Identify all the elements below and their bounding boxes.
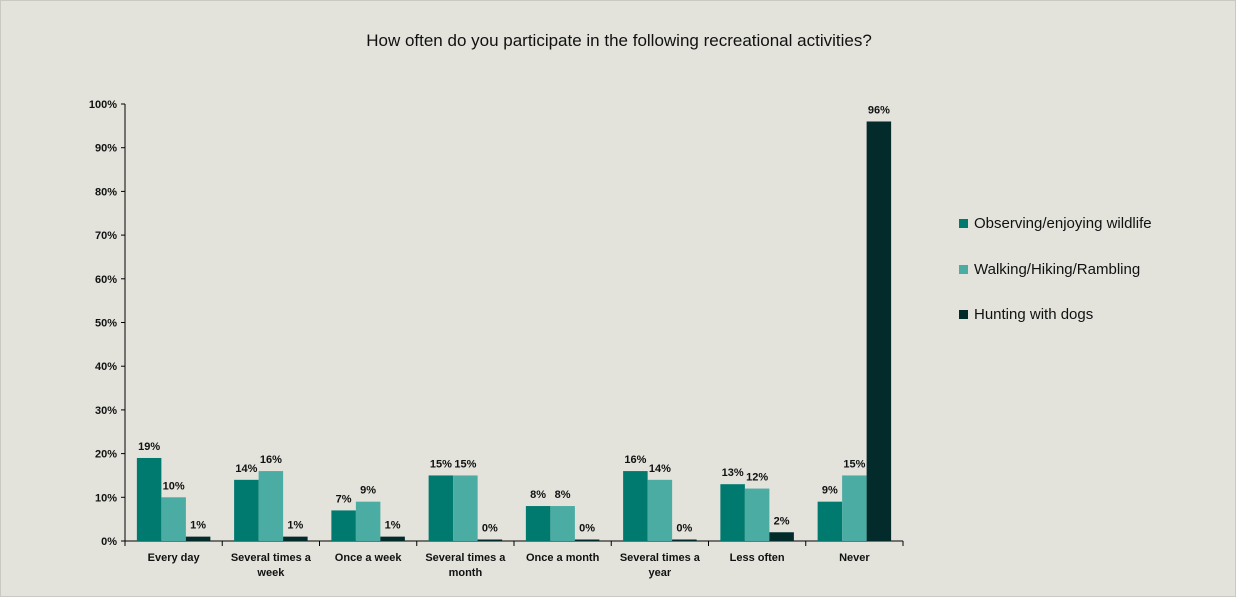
legend-item-walking: Walking/Hiking/Rambling: [959, 247, 1152, 293]
x-tick-label: Once a week: [335, 552, 403, 564]
bar: [647, 479, 673, 541]
data-label: 7%: [336, 493, 352, 505]
bar: [428, 475, 454, 541]
x-tick-label: Several times a year: [620, 552, 701, 579]
y-tick-label: 10%: [95, 492, 117, 504]
x-tick-label: Several times a month: [425, 552, 506, 579]
bar: [331, 510, 356, 541]
data-label: 16%: [624, 454, 646, 466]
bar: [477, 539, 503, 541]
data-label: 13%: [722, 467, 744, 479]
bar: [258, 471, 284, 541]
legend-label-wildlife: Observing/enjoying wildlife: [974, 215, 1152, 233]
legend-label-hunting: Hunting with dogs: [974, 306, 1094, 324]
bar: [550, 506, 575, 541]
y-tick-label: 30%: [95, 405, 117, 417]
data-label: 0%: [482, 523, 498, 535]
data-label: 10%: [163, 480, 185, 492]
data-label: 8%: [530, 489, 546, 501]
y-tick-label: 70%: [95, 230, 117, 242]
data-label: 0%: [676, 523, 692, 535]
data-label: 16%: [260, 454, 282, 466]
data-label: 96%: [868, 104, 890, 116]
data-label: 14%: [649, 463, 671, 475]
bar: [161, 497, 186, 541]
bar: [623, 471, 648, 541]
legend-swatch-hunting: [959, 310, 968, 320]
chart-legend: Observing/enjoying wildlife Walking/Hiki…: [959, 201, 1152, 338]
y-tick-label: 40%: [95, 361, 117, 373]
data-label: 19%: [138, 441, 160, 453]
x-tick-label: Several times a week: [231, 552, 312, 579]
y-tick-label: 90%: [95, 143, 117, 155]
bar: [525, 506, 551, 541]
legend-swatch-walking: [959, 264, 968, 274]
bar: [453, 475, 478, 541]
data-label: 15%: [843, 458, 865, 470]
data-label: 14%: [235, 463, 257, 475]
x-tick-label: Every day: [148, 552, 201, 564]
bar: [744, 488, 770, 541]
legend-swatch-wildlife: [959, 219, 968, 229]
y-tick-label: 50%: [95, 318, 117, 330]
bar: [136, 457, 162, 541]
bar: [574, 539, 600, 541]
y-tick-label: 20%: [95, 449, 117, 461]
y-tick-label: 0%: [101, 536, 117, 548]
data-label: 9%: [822, 485, 838, 497]
bar: [817, 501, 843, 541]
bar: [842, 475, 867, 541]
y-tick-label: 60%: [95, 274, 117, 286]
bar: [720, 484, 745, 541]
bar: [185, 536, 211, 541]
data-label: 2%: [774, 515, 790, 527]
x-tick-label: Less often: [730, 552, 785, 564]
y-tick-label: 100%: [89, 99, 117, 111]
data-label: 12%: [746, 472, 768, 484]
data-label: 9%: [360, 485, 376, 497]
bar: [355, 501, 381, 541]
bar: [672, 539, 697, 541]
data-label: 1%: [287, 520, 303, 532]
bar: [283, 536, 308, 541]
x-tick-label: Once a month: [526, 552, 600, 564]
legend-item-hunting: Hunting with dogs: [959, 292, 1152, 338]
y-tick-label: 80%: [95, 186, 117, 198]
bar: [769, 532, 794, 541]
chart-title: How often do you participate in the foll…: [366, 31, 872, 50]
bar: [234, 479, 259, 541]
data-label: 1%: [190, 520, 206, 532]
data-label: 0%: [579, 523, 595, 535]
data-label: 15%: [430, 458, 452, 470]
data-label: 8%: [555, 489, 571, 501]
bar: [866, 121, 892, 541]
x-tick-label: Never: [839, 552, 870, 564]
bar: [380, 536, 405, 541]
legend-label-walking: Walking/Hiking/Rambling: [974, 260, 1141, 278]
data-label: 15%: [454, 458, 476, 470]
data-label: 1%: [385, 520, 401, 532]
legend-item-wildlife: Observing/enjoying wildlife: [959, 201, 1152, 247]
